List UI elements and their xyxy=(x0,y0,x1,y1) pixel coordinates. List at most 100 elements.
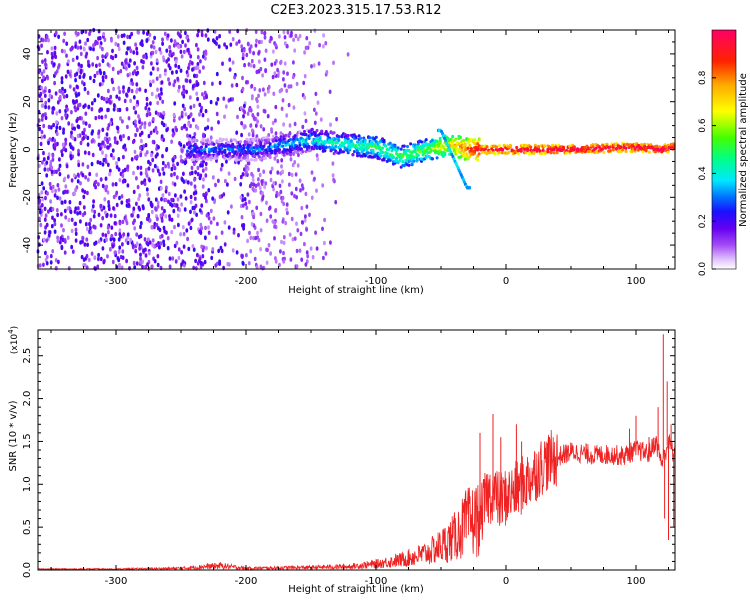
spectrogram-signal-cell xyxy=(586,146,590,150)
spectrogram-noise-cell xyxy=(111,148,115,153)
spectrogram-noise-cell xyxy=(265,260,269,265)
spectrogram-noise-cell xyxy=(189,225,193,231)
spectrogram-noise-cell xyxy=(79,45,83,50)
spectrogram-noise-cell xyxy=(252,236,255,241)
spectrogram-noise-cell xyxy=(286,71,289,76)
spectrogram-noise-cell xyxy=(105,52,109,57)
spectrogram-noise-cell xyxy=(243,62,247,68)
spectrogram-noise-cell xyxy=(106,190,110,195)
spectrogram-noise-cell xyxy=(104,233,108,238)
spectrogram-noise-cell xyxy=(56,195,59,200)
spectrogram-signal-cell xyxy=(204,144,208,149)
spectrogram-noise-cell xyxy=(289,152,293,157)
spectrogram-noise-cell xyxy=(226,210,230,215)
spectrogram-noise-cell xyxy=(281,195,285,201)
spectrogram-noise-cell xyxy=(227,262,231,267)
spectrogram-noise-cell xyxy=(230,83,234,88)
spectrogram-noise-cell xyxy=(78,39,82,44)
spectrogram-signal-cell xyxy=(239,140,242,144)
spectrogram-noise-cell xyxy=(240,121,244,126)
spectrogram-noise-cell xyxy=(264,68,268,74)
spectrogram-noise-cell xyxy=(77,159,80,164)
spectrogram-noise-cell xyxy=(289,157,293,162)
spectrogram-noise-cell xyxy=(285,44,289,49)
spectrogram-noise-cell xyxy=(53,193,57,198)
spectrogram-x-tick-label: -100 xyxy=(365,276,388,287)
spectrogram-noise-cell xyxy=(205,213,209,218)
spectrogram-noise-cell xyxy=(252,214,256,220)
spectrogram-noise-cell xyxy=(186,73,190,78)
spectrogram-noise-cell xyxy=(256,119,259,124)
spectrogram-noise-cell xyxy=(74,108,78,113)
spectrogram-noise-cell xyxy=(74,231,78,236)
spectrogram-noise-cell xyxy=(83,211,87,216)
spectrogram-noise-cell xyxy=(96,70,99,76)
spectrogram-noise-cell xyxy=(290,172,294,178)
spectrogram-noise-cell xyxy=(106,62,110,67)
spectrogram-noise-cell xyxy=(217,44,221,49)
spectrogram-noise-cell xyxy=(143,178,147,183)
spectrogram-noise-cell xyxy=(39,141,43,147)
spectrogram-noise-cell xyxy=(268,205,272,210)
spectrogram-noise-cell xyxy=(42,69,46,74)
spectrogram-noise-cell xyxy=(98,82,102,87)
spectrogram-noise-cell xyxy=(175,240,179,246)
spectrogram-noise-cell xyxy=(204,166,208,171)
spectrogram-signal-cell xyxy=(370,144,374,148)
spectrogram-noise-cell xyxy=(40,85,43,91)
spectrogram-noise-cell xyxy=(262,127,266,132)
spectrogram-noise-cell xyxy=(44,104,47,110)
spectrogram-noise-cell xyxy=(49,185,53,191)
spectrogram-noise-cell xyxy=(125,258,128,264)
spectrogram-noise-cell xyxy=(263,30,267,36)
spectrogram-signal-cell xyxy=(382,158,386,162)
spectrogram-noise-cell xyxy=(101,46,104,52)
spectrogram-noise-cell xyxy=(120,200,124,205)
spectrogram-noise-cell xyxy=(125,198,129,204)
spectrogram-noise-cell xyxy=(249,249,253,254)
spectrogram-noise-cell xyxy=(256,112,260,117)
spectrogram-noise-cell xyxy=(74,227,78,232)
spectrogram-signal-cell xyxy=(643,145,647,149)
spectrogram-noise-cell xyxy=(286,30,290,35)
spectrogram-signal-cell xyxy=(313,139,317,143)
spectrogram-signal-cell xyxy=(420,140,423,144)
spectrogram-noise-cell xyxy=(159,241,163,246)
spectrogram-noise-cell xyxy=(324,41,328,46)
spectrogram-noise-cell xyxy=(151,117,155,122)
spectrogram-noise-cell xyxy=(289,33,293,38)
spectrogram-noise-cell xyxy=(276,67,279,73)
spectrogram-noise-cell xyxy=(154,110,158,115)
spectrogram-signal-cell xyxy=(320,129,324,133)
spectrogram-noise-cell xyxy=(51,215,54,220)
spectrogram-noise-cell xyxy=(245,170,248,175)
spectrogram-noise-cell xyxy=(193,196,197,201)
spectrogram-noise-cell xyxy=(218,34,222,39)
spectrogram-noise-cell xyxy=(203,90,207,96)
spectrogram-noise-cell xyxy=(64,215,68,220)
spectrogram-signal-cell xyxy=(271,134,275,138)
spectrogram-noise-cell xyxy=(103,197,107,202)
spectrogram-noise-cell xyxy=(106,145,109,150)
spectrogram-noise-cell xyxy=(151,168,155,173)
spectrogram-noise-cell xyxy=(325,70,329,75)
spectrogram-noise-cell xyxy=(235,41,239,46)
spectrogram-noise-cell xyxy=(196,96,200,102)
spectrogram-noise-cell xyxy=(263,109,267,114)
spectrogram-signal-cell xyxy=(423,151,427,155)
spectrogram-noise-cell xyxy=(56,100,60,105)
spectrogram-noise-cell xyxy=(92,43,95,48)
spectrogram-x-tick-label: 100 xyxy=(626,276,645,287)
spectrogram-noise-cell xyxy=(121,219,125,225)
spectrogram-noise-cell xyxy=(240,132,244,138)
spectrogram-noise-cell xyxy=(170,166,174,172)
spectrogram-noise-cell xyxy=(61,237,65,243)
spectrogram-noise-cell xyxy=(63,88,67,94)
spectrogram-signal-cell xyxy=(477,152,481,156)
spectrogram-noise-cell xyxy=(53,229,57,234)
spectrogram-noise-cell xyxy=(246,238,250,244)
spectrogram-noise-cell xyxy=(97,142,101,147)
spectrogram-noise-cell xyxy=(272,49,275,54)
spectrogram-signal-cell xyxy=(307,145,311,149)
spectrogram-signal-cell xyxy=(413,150,417,154)
